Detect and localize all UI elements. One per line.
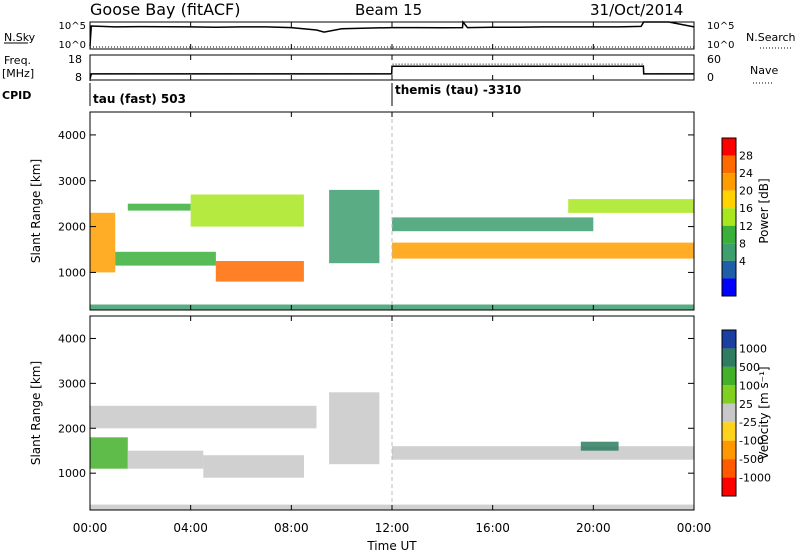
freq-label: Freq. <box>4 54 31 67</box>
power-colorbar-tick: 28 <box>739 150 753 163</box>
power-colorbar-tick: 24 <box>739 167 753 180</box>
power-colorbar-tick: 12 <box>739 220 753 233</box>
date-title: 31/Oct/2014 <box>590 1 683 19</box>
xtick-label: 08:00 <box>274 521 309 535</box>
velocity-colorbar: 1000 500 100 25 -25 -100 -500 -1000 <box>721 329 771 497</box>
velocity-colorbar-tick: -25 <box>739 416 757 429</box>
time-axis-ticks: 00:00 04:00 08:00 12:00 16:00 20:00 00:00 <box>73 22 712 535</box>
freq-tick-top: 18 <box>68 53 82 66</box>
xtick-label: 20:00 <box>576 521 611 535</box>
cpid-segment-2: themis (tau) -3310 <box>395 83 521 97</box>
power-colorbar-swatch <box>722 243 736 261</box>
power-colorbar-tick: 20 <box>739 185 753 198</box>
velocity-colorbar-swatch <box>722 403 736 423</box>
power-colorbar-label: Power [dB] <box>757 178 771 243</box>
power-region-5 <box>190 194 304 227</box>
velocity-ytick-label: 1000 <box>58 467 86 480</box>
velocity-colorbar-swatch <box>722 459 736 478</box>
velocity-region-3 <box>203 455 304 478</box>
velocity-region-1 <box>90 437 128 469</box>
power-colorbar-swatch <box>722 278 736 296</box>
velocity-region-5 <box>329 392 380 465</box>
velocity-colorbar-swatch <box>722 366 736 386</box>
velocity-colorbar-swatch <box>722 440 736 460</box>
xtick-label: 00:00 <box>677 521 712 535</box>
nsearch-label: N.Search <box>746 31 796 44</box>
velocity-colorbar-label: Velocity [m s⁻¹] <box>757 366 771 459</box>
power-ytick-label: 4000 <box>58 129 86 142</box>
nave-tick-bottom: 0 <box>707 71 714 84</box>
power-colorbar-swatch <box>722 190 736 209</box>
nsky-label: N.Sky <box>4 31 36 44</box>
power-region-2 <box>115 251 216 266</box>
cpid-segment-1: tau (fast) 503 <box>93 92 186 106</box>
velocity-colorbar-frame <box>721 329 737 497</box>
velocity-colorbar-swatch <box>722 348 736 367</box>
velocity-colorbar-tick: -500 <box>739 453 764 466</box>
velocity-region-2 <box>127 450 204 469</box>
power-region-7 <box>392 242 694 259</box>
velocity-region-7 <box>580 441 619 451</box>
nsky-tick-top: 10^5 <box>59 21 86 32</box>
nave-label: Nave <box>750 64 778 77</box>
power-region-3 <box>215 261 304 282</box>
power-region-4 <box>127 203 191 211</box>
velocity-y-ticks: 1000 2000 3000 4000 <box>58 332 694 480</box>
power-region-8 <box>392 217 594 232</box>
power-colorbar-swatch <box>722 173 736 191</box>
velocity-region-4 <box>90 405 317 429</box>
velocity-colorbar-swatch <box>722 330 736 349</box>
power-heatmap <box>90 189 694 310</box>
xtick-label: 04:00 <box>173 521 208 535</box>
velocity-region-6 <box>392 446 694 460</box>
beam-title: Beam 15 <box>355 1 422 19</box>
power-colorbar-swatch <box>722 138 736 156</box>
nsky-series-line <box>89 20 695 47</box>
power-ytick-label: 3000 <box>58 175 86 188</box>
power-colorbar-swatch <box>722 155 736 174</box>
velocity-colorbar-tick: 25 <box>739 398 753 411</box>
xtick-label: 12:00 <box>375 521 410 535</box>
cpid-label: CPID <box>2 89 31 102</box>
nsearch-tick-bottom: 10^0 <box>707 40 734 51</box>
power-colorbar-swatch <box>722 260 736 279</box>
power-colorbar-tick: 8 <box>739 237 746 250</box>
power-colorbar-swatch <box>722 208 736 226</box>
velocity-colorbar-tick: 500 <box>739 361 760 374</box>
xtick-label: 16:00 <box>475 521 510 535</box>
velocity-ytick-label: 4000 <box>58 332 86 345</box>
velocity-colorbar-tick: 100 <box>739 379 760 392</box>
power-colorbar-tick: 4 <box>739 255 746 268</box>
velocity-colorbar-swatch <box>722 385 736 404</box>
xtick-label: 00:00 <box>73 521 108 535</box>
power-ylabel: Slant Range [km] <box>29 159 43 263</box>
time-axis-label: Time UT <box>366 539 417 553</box>
power-region-1 <box>90 212 116 273</box>
velocity-ylabel: Slant Range [km] <box>29 361 43 465</box>
power-y-ticks: 1000 2000 3000 4000 <box>58 129 694 279</box>
freq-tick-bottom: 8 <box>75 71 82 84</box>
freq-unit-label: [MHz] <box>2 67 34 80</box>
power-region-6 <box>329 189 380 264</box>
power-colorbar-frame <box>721 137 737 297</box>
nsearch-tick-top: 10^5 <box>707 21 734 32</box>
power-colorbar-swatch <box>722 225 736 244</box>
velocity-colorbar-tick: -1000 <box>739 472 771 485</box>
velocity-ytick-label: 3000 <box>58 377 86 390</box>
power-ytick-label: 1000 <box>58 266 86 279</box>
station-title: Goose Bay (fitACF) <box>90 0 240 19</box>
velocity-colorbar-tick: -100 <box>739 435 764 448</box>
power-region-9 <box>568 199 694 213</box>
power-ytick-label: 2000 <box>58 221 86 234</box>
velocity-colorbar-tick: 1000 <box>739 342 767 355</box>
nsky-tick-bottom: 10^0 <box>59 40 86 51</box>
velocity-colorbar-swatch <box>722 477 736 496</box>
velocity-ytick-label: 2000 <box>58 422 86 435</box>
nave-tick-top: 60 <box>707 53 721 66</box>
power-colorbar: 28 24 20 16 12 8 4 <box>721 137 753 297</box>
velocity-colorbar-swatch <box>722 422 736 441</box>
power-colorbar-tick: 16 <box>739 202 753 215</box>
